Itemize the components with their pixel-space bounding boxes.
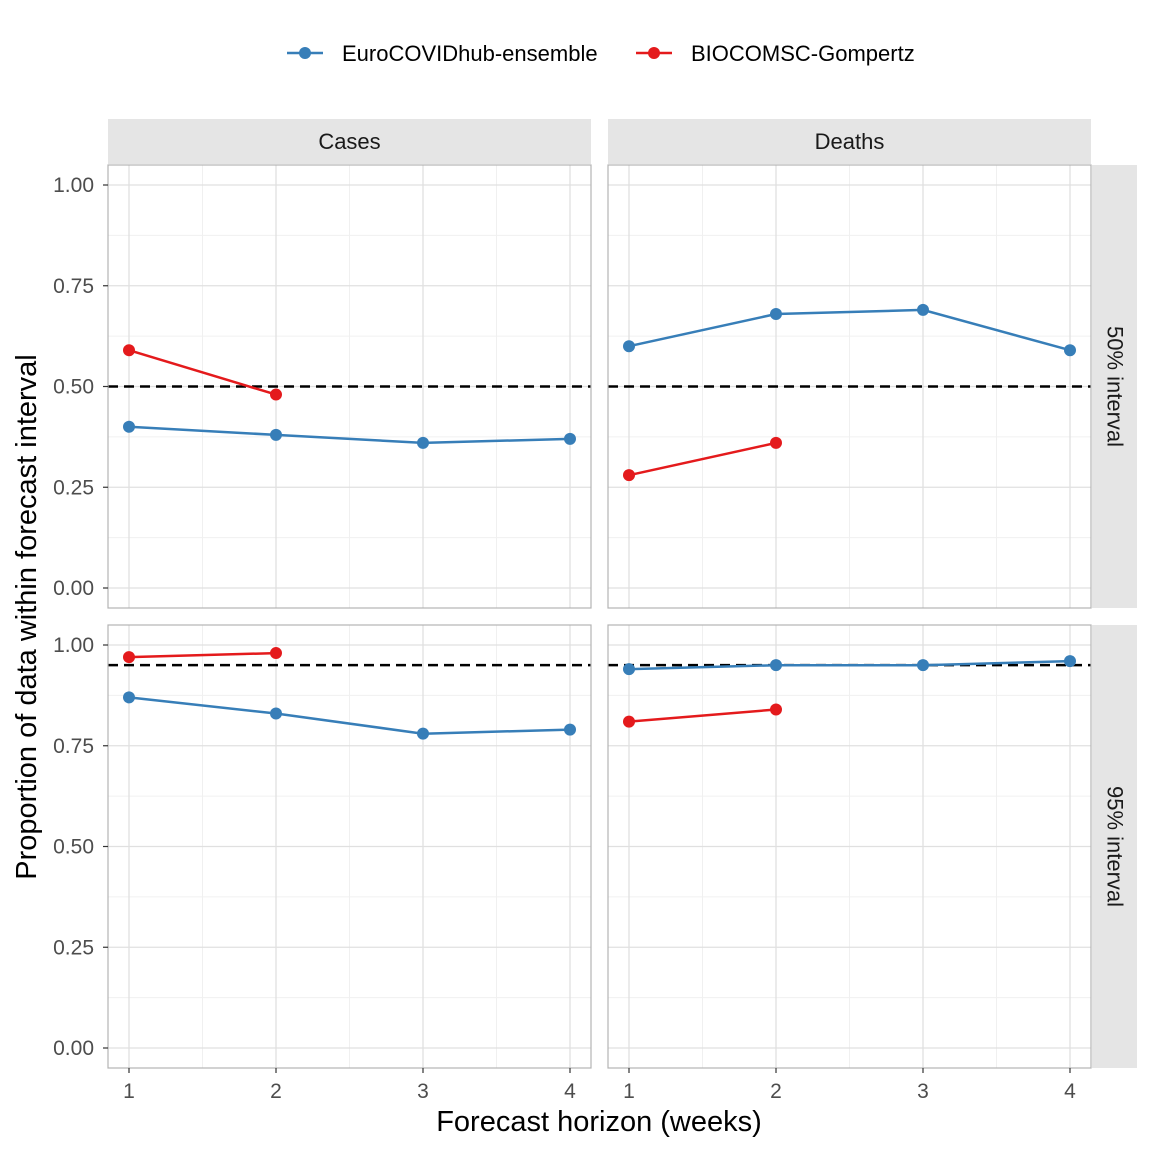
- strip-label: 50% interval: [1103, 326, 1128, 447]
- series-biocomsc-gompertz: [123, 647, 282, 664]
- strip-background: [108, 119, 591, 164]
- x-axis-title: Forecast horizon (weeks): [436, 1106, 762, 1138]
- y-tick-label: 0.25: [53, 476, 94, 499]
- series-eurocovidhub-ensemble: [623, 303, 1076, 357]
- data-point: [917, 303, 929, 316]
- strip-label: 95% interval: [1103, 786, 1128, 907]
- y-axis-title: Proportion of data within forecast inter…: [11, 354, 43, 880]
- y-tick-label: 1.00: [53, 634, 94, 657]
- legend-label: BIOCOMSC-Gompertz: [691, 41, 915, 66]
- strip-label: Cases: [318, 129, 380, 154]
- series-biocomsc-gompertz: [123, 344, 282, 401]
- series-biocomsc-gompertz: [623, 703, 782, 728]
- data-point: [270, 647, 282, 660]
- panel-border: [607, 624, 1092, 1069]
- data-point: [623, 340, 635, 353]
- strip-50-interval: 50% interval: [1092, 165, 1137, 608]
- panel-cases-95-interval: [107, 624, 592, 1069]
- x-tick-label: 2: [770, 1080, 782, 1103]
- data-point: [623, 715, 635, 728]
- series-line: [128, 349, 277, 396]
- data-point: [123, 420, 135, 433]
- strip-95-interval: 95% interval: [1092, 625, 1137, 1068]
- x-tick-label: 3: [417, 1080, 429, 1103]
- y-tick-label: 0.25: [53, 936, 94, 959]
- data-point: [770, 703, 782, 716]
- legend-label: EuroCOVIDhub-ensemble: [342, 41, 598, 66]
- series-line: [628, 708, 777, 723]
- y-axis-95-interval: 0.00 0.25 0.50 0.75 1.00: [53, 634, 108, 1060]
- legend-key-point: [648, 47, 660, 59]
- facet-strips: Cases Deaths 50% interval 95% interval: [108, 119, 1137, 1068]
- data-point: [917, 659, 929, 672]
- data-point: [623, 469, 635, 482]
- x-tick-label: 2: [270, 1080, 282, 1103]
- legend: EuroCOVIDhub-ensemble BIOCOMSC-Gompertz: [287, 41, 915, 66]
- y-tick-label: 1.00: [53, 174, 94, 197]
- data-point: [770, 436, 782, 449]
- axes: 0.00 0.25 0.50 0.75 1.00 0.00 0.25 0.50 0.75 1.00…: [53, 174, 1076, 1103]
- x-axis-cases: 1 2 3 4: [123, 1068, 576, 1103]
- y-axis-50-interval: 0.00 0.25 0.50 0.75 1.00: [53, 174, 108, 600]
- strip-cases: Cases: [108, 119, 591, 164]
- series-line: [128, 696, 571, 735]
- series-eurocovidhub-ensemble: [123, 420, 576, 449]
- series-biocomsc-gompertz: [623, 436, 782, 482]
- legend-key-point: [299, 47, 311, 59]
- x-tick-label: 4: [564, 1080, 576, 1103]
- strip-label: Deaths: [815, 129, 885, 154]
- panel-border: [607, 164, 1092, 609]
- series-line: [628, 659, 1071, 671]
- facet-panels: [107, 164, 1092, 1069]
- legend-item-eurocovidhub-ensemble: EuroCOVIDhub-ensemble: [287, 41, 598, 66]
- y-tick-label: 0.00: [53, 577, 94, 600]
- x-axis-deaths: 1 2 3 4: [623, 1068, 1076, 1103]
- data-point: [1064, 655, 1076, 668]
- y-tick-label: 0.00: [53, 1037, 94, 1060]
- strip-background: [608, 119, 1091, 164]
- data-point: [564, 723, 576, 736]
- y-tick-label: 0.75: [53, 735, 94, 758]
- data-point: [417, 727, 429, 740]
- y-tick-label: 0.50: [53, 836, 94, 859]
- strip-deaths: Deaths: [608, 119, 1091, 164]
- data-point: [123, 691, 135, 704]
- data-point: [270, 428, 282, 441]
- series-eurocovidhub-ensemble: [623, 655, 1076, 676]
- x-tick-label: 4: [1064, 1080, 1076, 1103]
- legend-item-biocomsc-gompertz: BIOCOMSC-Gompertz: [636, 41, 915, 66]
- data-point: [123, 651, 135, 664]
- x-tick-label: 3: [917, 1080, 929, 1103]
- panel-deaths-50-interval: [607, 164, 1092, 609]
- series-line: [628, 441, 777, 477]
- series-eurocovidhub-ensemble: [123, 691, 576, 740]
- data-point: [123, 344, 135, 357]
- strip-background: [1092, 625, 1137, 1068]
- data-point: [270, 388, 282, 401]
- data-point: [770, 307, 782, 320]
- y-tick-label: 0.75: [53, 275, 94, 298]
- series-line: [128, 425, 571, 445]
- strip-background: [1092, 165, 1137, 608]
- y-tick-label: 0.50: [53, 376, 94, 399]
- data-point: [564, 432, 576, 445]
- x-tick-label: 1: [123, 1080, 135, 1103]
- data-point: [270, 707, 282, 720]
- series-line: [628, 308, 1071, 352]
- data-point: [770, 659, 782, 672]
- data-point: [417, 436, 429, 449]
- data-point: [1064, 344, 1076, 357]
- data-point: [623, 663, 635, 676]
- series-line: [128, 651, 277, 659]
- x-tick-label: 1: [623, 1080, 635, 1103]
- panel-deaths-95-interval: [607, 624, 1092, 1069]
- panel-cases-50-interval: [107, 164, 592, 609]
